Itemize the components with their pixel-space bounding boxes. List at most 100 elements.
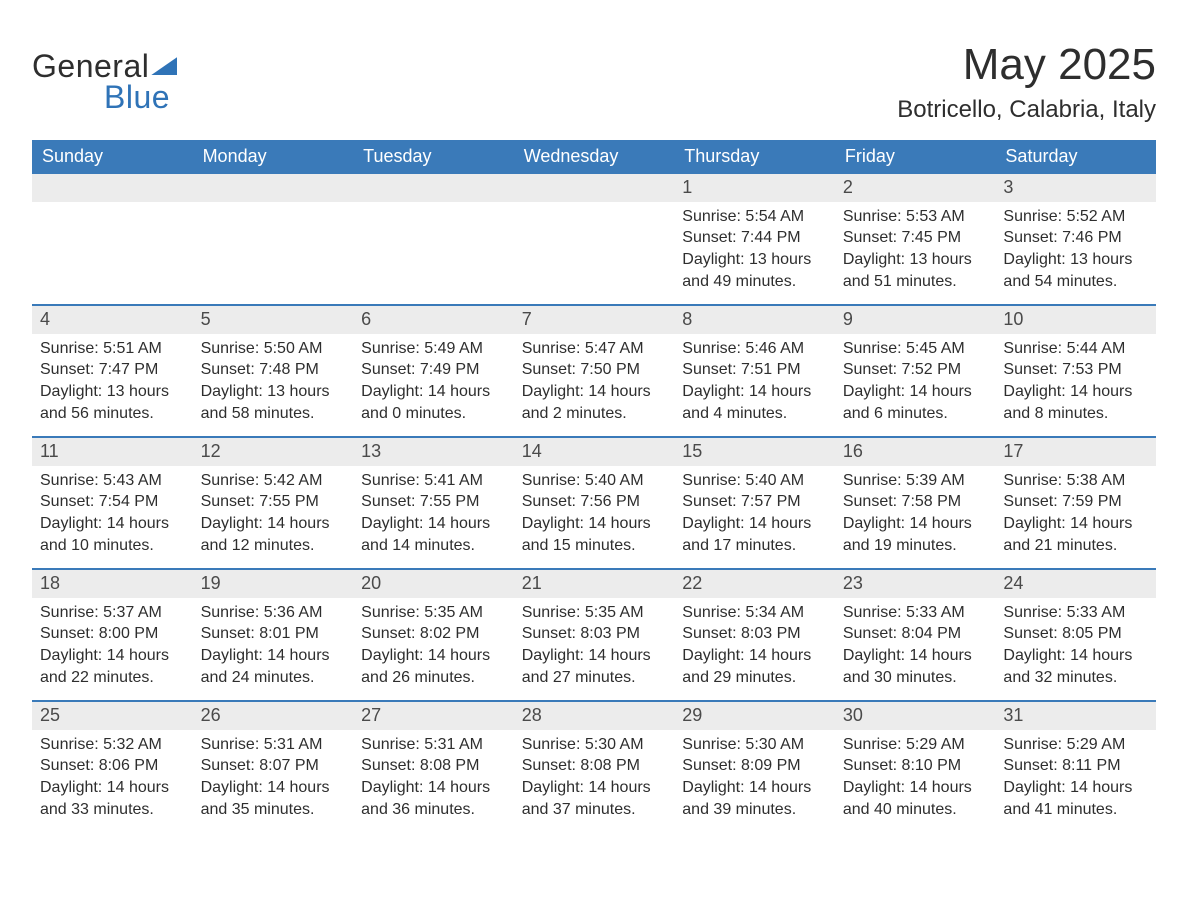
day-body: Sunrise: 5:46 AMSunset: 7:51 PMDaylight:… — [674, 334, 835, 428]
daylight-line-1: Daylight: 14 hours — [843, 513, 992, 535]
daylight-line-1: Daylight: 14 hours — [361, 777, 510, 799]
daylight-line-2: and 14 minutes. — [361, 535, 510, 557]
sunset-line: Sunset: 7:51 PM — [682, 359, 831, 381]
day-cell: 16Sunrise: 5:39 AMSunset: 7:58 PMDayligh… — [835, 438, 996, 568]
day-cell: 22Sunrise: 5:34 AMSunset: 8:03 PMDayligh… — [674, 570, 835, 700]
day-cell: 26Sunrise: 5:31 AMSunset: 8:07 PMDayligh… — [193, 702, 354, 832]
day-body: Sunrise: 5:29 AMSunset: 8:11 PMDaylight:… — [995, 730, 1156, 824]
daylight-line-2: and 56 minutes. — [40, 403, 189, 425]
daylight-line-1: Daylight: 14 hours — [201, 513, 350, 535]
daylight-line-1: Daylight: 14 hours — [361, 513, 510, 535]
daylight-line-1: Daylight: 13 hours — [682, 249, 831, 271]
day-number: 25 — [32, 702, 193, 730]
weekday-header: SundayMondayTuesdayWednesdayThursdayFrid… — [32, 140, 1156, 174]
sunrise-line: Sunrise: 5:35 AM — [361, 602, 510, 624]
sunrise-line: Sunrise: 5:30 AM — [682, 734, 831, 756]
day-number: 17 — [995, 438, 1156, 466]
daylight-line-2: and 30 minutes. — [843, 667, 992, 689]
sunset-line: Sunset: 7:47 PM — [40, 359, 189, 381]
day-number: 15 — [674, 438, 835, 466]
sunset-line: Sunset: 7:46 PM — [1003, 227, 1152, 249]
daylight-line-2: and 17 minutes. — [682, 535, 831, 557]
daylight-line-2: and 21 minutes. — [1003, 535, 1152, 557]
day-cell: 9Sunrise: 5:45 AMSunset: 7:52 PMDaylight… — [835, 306, 996, 436]
day-cell: 14Sunrise: 5:40 AMSunset: 7:56 PMDayligh… — [514, 438, 675, 568]
day-number: 4 — [32, 306, 193, 334]
day-cell: 8Sunrise: 5:46 AMSunset: 7:51 PMDaylight… — [674, 306, 835, 436]
weekday-header-cell: Saturday — [995, 140, 1156, 174]
day-body: Sunrise: 5:31 AMSunset: 8:07 PMDaylight:… — [193, 730, 354, 824]
day-body: Sunrise: 5:53 AMSunset: 7:45 PMDaylight:… — [835, 202, 996, 296]
day-number: 8 — [674, 306, 835, 334]
daylight-line-2: and 51 minutes. — [843, 271, 992, 293]
sunrise-line: Sunrise: 5:37 AM — [40, 602, 189, 624]
day-body: Sunrise: 5:33 AMSunset: 8:04 PMDaylight:… — [835, 598, 996, 692]
day-number: 3 — [995, 174, 1156, 202]
day-body: Sunrise: 5:30 AMSunset: 8:09 PMDaylight:… — [674, 730, 835, 824]
daylight-line-1: Daylight: 14 hours — [522, 513, 671, 535]
day-number — [353, 174, 514, 202]
daylight-line-2: and 12 minutes. — [201, 535, 350, 557]
sunrise-line: Sunrise: 5:49 AM — [361, 338, 510, 360]
sunset-line: Sunset: 8:00 PM — [40, 623, 189, 645]
day-body: Sunrise: 5:36 AMSunset: 8:01 PMDaylight:… — [193, 598, 354, 692]
sunset-line: Sunset: 7:44 PM — [682, 227, 831, 249]
day-cell: 17Sunrise: 5:38 AMSunset: 7:59 PMDayligh… — [995, 438, 1156, 568]
sunrise-line: Sunrise: 5:39 AM — [843, 470, 992, 492]
day-number — [514, 174, 675, 202]
day-cell: 12Sunrise: 5:42 AMSunset: 7:55 PMDayligh… — [193, 438, 354, 568]
weekday-header-cell: Thursday — [674, 140, 835, 174]
sunrise-line: Sunrise: 5:34 AM — [682, 602, 831, 624]
page-title: May 2025 — [897, 40, 1156, 90]
daylight-line-2: and 2 minutes. — [522, 403, 671, 425]
day-body — [514, 202, 675, 210]
day-cell: 23Sunrise: 5:33 AMSunset: 8:04 PMDayligh… — [835, 570, 996, 700]
sunrise-line: Sunrise: 5:38 AM — [1003, 470, 1152, 492]
daylight-line-2: and 29 minutes. — [682, 667, 831, 689]
daylight-line-2: and 10 minutes. — [40, 535, 189, 557]
daylight-line-1: Daylight: 14 hours — [40, 777, 189, 799]
day-number: 16 — [835, 438, 996, 466]
daylight-line-2: and 4 minutes. — [682, 403, 831, 425]
day-cell: 20Sunrise: 5:35 AMSunset: 8:02 PMDayligh… — [353, 570, 514, 700]
weeks-container: 1Sunrise: 5:54 AMSunset: 7:44 PMDaylight… — [32, 174, 1156, 832]
daylight-line-2: and 33 minutes. — [40, 799, 189, 821]
week-row: 11Sunrise: 5:43 AMSunset: 7:54 PMDayligh… — [32, 436, 1156, 568]
daylight-line-1: Daylight: 14 hours — [1003, 645, 1152, 667]
day-number: 24 — [995, 570, 1156, 598]
day-body — [353, 202, 514, 210]
day-body: Sunrise: 5:35 AMSunset: 8:03 PMDaylight:… — [514, 598, 675, 692]
sunset-line: Sunset: 7:52 PM — [843, 359, 992, 381]
day-cell: 24Sunrise: 5:33 AMSunset: 8:05 PMDayligh… — [995, 570, 1156, 700]
sunrise-line: Sunrise: 5:33 AM — [1003, 602, 1152, 624]
sunset-line: Sunset: 7:48 PM — [201, 359, 350, 381]
sunset-line: Sunset: 7:54 PM — [40, 491, 189, 513]
sunset-line: Sunset: 7:55 PM — [361, 491, 510, 513]
day-cell: 18Sunrise: 5:37 AMSunset: 8:00 PMDayligh… — [32, 570, 193, 700]
day-number: 20 — [353, 570, 514, 598]
sunset-line: Sunset: 8:02 PM — [361, 623, 510, 645]
day-cell — [353, 174, 514, 304]
day-number: 6 — [353, 306, 514, 334]
day-number: 9 — [835, 306, 996, 334]
day-body: Sunrise: 5:33 AMSunset: 8:05 PMDaylight:… — [995, 598, 1156, 692]
day-number: 19 — [193, 570, 354, 598]
daylight-line-1: Daylight: 14 hours — [682, 777, 831, 799]
daylight-line-1: Daylight: 13 hours — [40, 381, 189, 403]
daylight-line-1: Daylight: 14 hours — [1003, 381, 1152, 403]
sunrise-line: Sunrise: 5:30 AM — [522, 734, 671, 756]
sunrise-line: Sunrise: 5:31 AM — [361, 734, 510, 756]
sunset-line: Sunset: 8:04 PM — [843, 623, 992, 645]
day-body: Sunrise: 5:42 AMSunset: 7:55 PMDaylight:… — [193, 466, 354, 560]
day-number: 12 — [193, 438, 354, 466]
daylight-line-2: and 6 minutes. — [843, 403, 992, 425]
weekday-header-cell: Friday — [835, 140, 996, 174]
sunset-line: Sunset: 8:07 PM — [201, 755, 350, 777]
sunrise-line: Sunrise: 5:29 AM — [843, 734, 992, 756]
day-body: Sunrise: 5:39 AMSunset: 7:58 PMDaylight:… — [835, 466, 996, 560]
page: General Blue May 2025 Botricello, Calabr… — [0, 0, 1188, 918]
day-body: Sunrise: 5:34 AMSunset: 8:03 PMDaylight:… — [674, 598, 835, 692]
day-number: 27 — [353, 702, 514, 730]
weekday-header-cell: Wednesday — [514, 140, 675, 174]
sunrise-line: Sunrise: 5:43 AM — [40, 470, 189, 492]
